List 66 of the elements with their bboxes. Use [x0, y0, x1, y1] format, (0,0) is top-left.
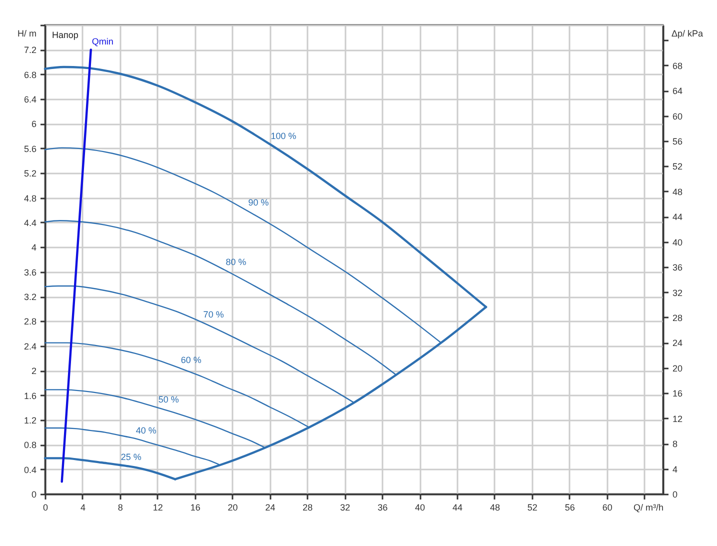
- y2-tick-label: 28: [672, 312, 683, 323]
- y2-tick-label: 44: [672, 212, 683, 222]
- x-tick-label: 60: [602, 502, 612, 512]
- y-tick-label: 5.6: [24, 144, 36, 154]
- y-tick-label: 1.2: [24, 415, 36, 426]
- y2-tick-label: 36: [672, 262, 683, 273]
- x-tick-label: 48: [490, 502, 500, 512]
- x-tick-label: 32: [340, 502, 350, 512]
- x-tick-label: 56: [564, 502, 575, 512]
- y-tick-label: 6.8: [24, 70, 36, 80]
- y-tick-label: 1.6: [24, 390, 36, 401]
- y-tick-label: 0.4: [24, 464, 36, 475]
- series-label: Qmin: [92, 36, 114, 47]
- y-tick-label: 0: [31, 490, 36, 500]
- y-tick-label: 5.2: [24, 168, 36, 179]
- y2-tick-label: 12: [672, 414, 683, 424]
- y2-tick-label: 4: [672, 464, 678, 474]
- y-tick-label: 4.8: [24, 193, 36, 204]
- y2-tick-label: 64: [672, 86, 683, 96]
- x-tick-label: 12: [152, 502, 163, 512]
- y2-tick-label: 56: [672, 136, 683, 146]
- y2-tick-label: 20: [672, 363, 683, 374]
- y-tick-label: 7.2: [24, 45, 36, 56]
- x-tick-label: 16: [190, 502, 200, 512]
- y2-tick-label: 68: [672, 60, 683, 71]
- y-tick-label: 4.4: [24, 218, 36, 228]
- series-label: 80 %: [226, 256, 246, 267]
- y-tick-label: 2.4: [24, 341, 36, 352]
- x-tick-label: 52: [527, 502, 538, 512]
- series-label: 50 %: [158, 394, 179, 405]
- y2-axis-title: Δp/ kPa: [672, 28, 704, 38]
- y2-tick-label: 16: [672, 388, 683, 399]
- series-label: 60 %: [180, 355, 202, 366]
- y-axis-title: H/ m: [18, 28, 36, 38]
- y2-tick-label: 60: [672, 111, 683, 122]
- x-tick-label: 8: [118, 502, 123, 512]
- series-label: 90 %: [248, 198, 269, 208]
- y2-tick-label: 40: [672, 237, 683, 248]
- y2-tick-label: 52: [672, 162, 683, 172]
- y2-tick-label: 0: [672, 490, 678, 500]
- y-tick-label: 2.8: [24, 316, 36, 327]
- y-tick-label: 0.8: [24, 440, 36, 450]
- x-tick-label: 20: [228, 502, 238, 512]
- y-tick-label: 6.4: [24, 94, 36, 105]
- y-tick-label: 3.6: [24, 267, 36, 278]
- x-tick-label: 4: [80, 502, 86, 512]
- x-axis-title: Q/ m³/h: [633, 502, 664, 512]
- x-tick-label: 36: [378, 502, 388, 512]
- annotation: Напор: [52, 30, 78, 40]
- x-tick-label: 28: [302, 502, 313, 512]
- x-tick-label: 44: [452, 502, 463, 512]
- y2-tick-label: 32: [672, 288, 683, 298]
- series-label: 25 %: [120, 452, 142, 462]
- x-tick-label: 0: [42, 502, 48, 512]
- y-tick-label: 4: [31, 242, 36, 253]
- y-tick-label: 3.2: [24, 292, 36, 302]
- series-label: 70 %: [203, 309, 224, 320]
- y2-tick-label: 24: [672, 338, 683, 348]
- y2-tick-label: 48: [672, 186, 683, 197]
- series-label: 40 %: [136, 425, 156, 436]
- y-tick-label: 6: [31, 119, 36, 130]
- x-tick-label: 40: [415, 502, 426, 512]
- x-tick-label: 24: [265, 502, 276, 512]
- y2-tick-label: 8: [672, 439, 678, 450]
- y-tick-label: 2: [31, 366, 36, 376]
- series-label: 100 %: [270, 131, 296, 142]
